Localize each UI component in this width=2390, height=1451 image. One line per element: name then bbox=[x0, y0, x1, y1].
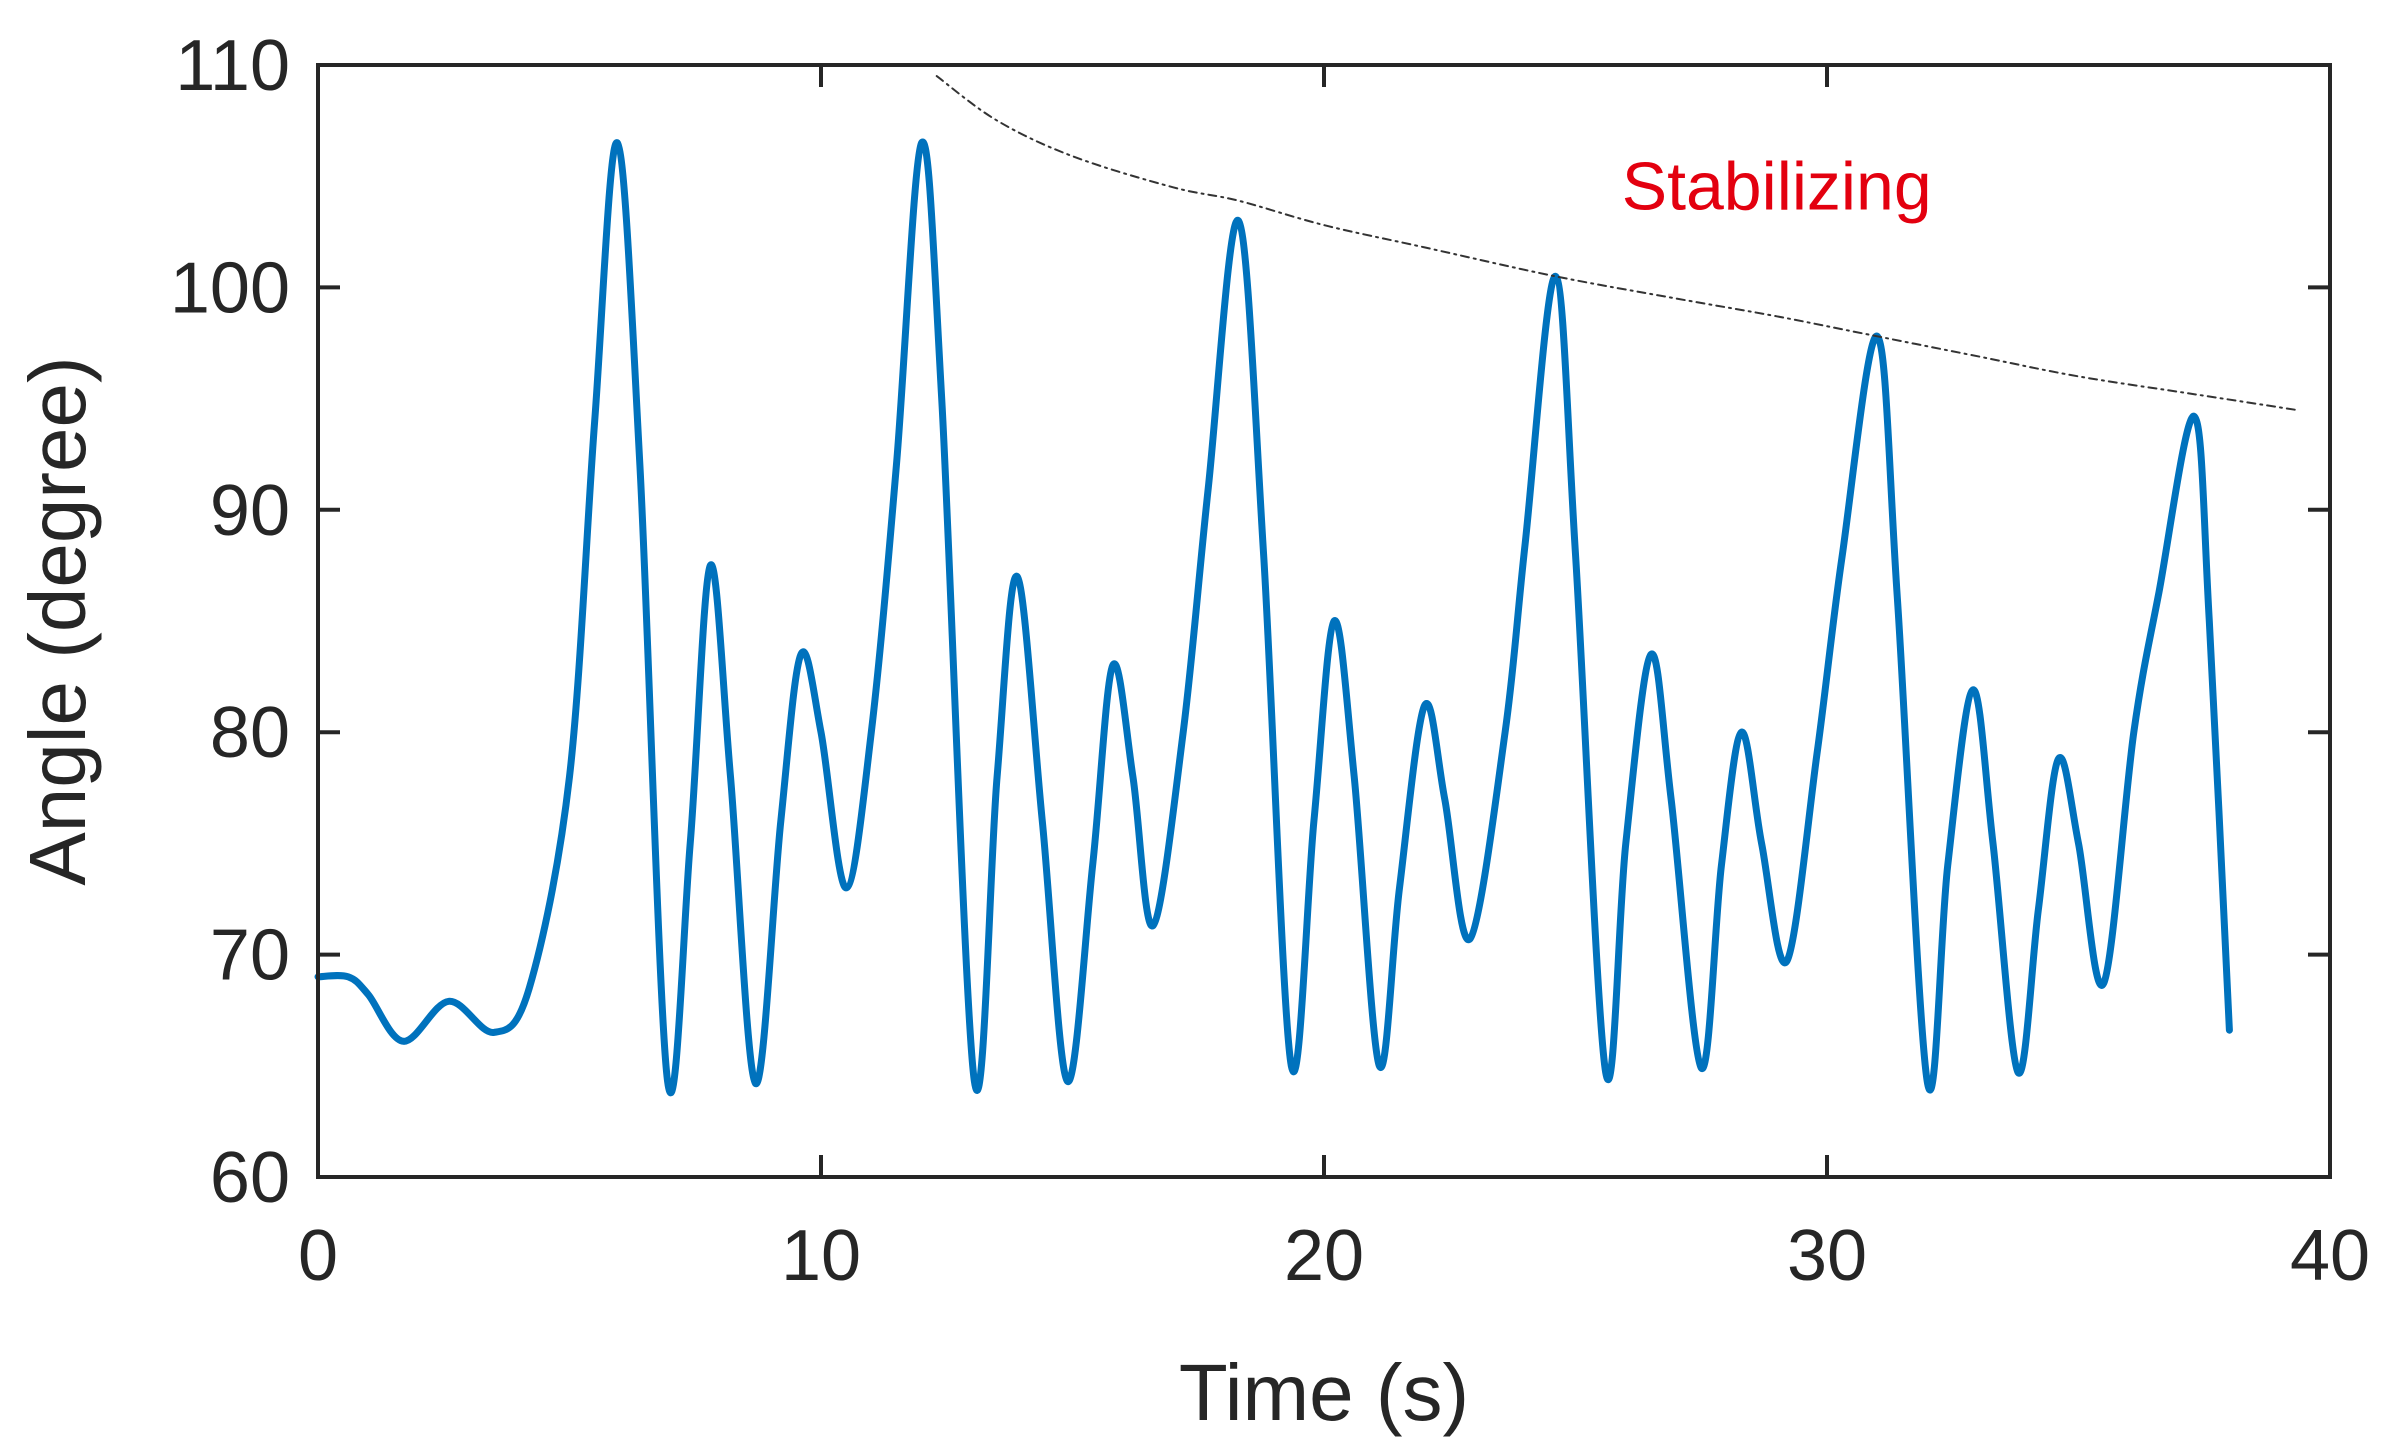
series-line-stabilizing-envelope bbox=[935, 75, 2296, 411]
x-tick-label: 10 bbox=[781, 1216, 861, 1296]
series-line-angle bbox=[314, 138, 2233, 1096]
x-axis-ticks: 0 10 20 30 40 bbox=[298, 65, 2370, 1296]
x-tick-label: 0 bbox=[298, 1216, 338, 1296]
x-axis-title: Time (s) bbox=[1179, 1348, 1469, 1437]
y-axis-ticks: 60 70 80 90 100 110 bbox=[170, 26, 2330, 1218]
plot-area bbox=[314, 75, 2296, 1096]
y-tick-label: 70 bbox=[210, 916, 290, 996]
x-tick-label: 40 bbox=[2290, 1216, 2370, 1296]
y-tick-label: 60 bbox=[210, 1138, 290, 1218]
annotation-stabilizing: Stabilizing bbox=[1622, 149, 1932, 225]
y-tick-label: 110 bbox=[175, 26, 290, 106]
y-axis-title: Angle (degree) bbox=[13, 356, 102, 885]
x-tick-label: 30 bbox=[1787, 1216, 1867, 1296]
y-tick-label: 90 bbox=[210, 471, 290, 551]
x-tick-label: 20 bbox=[1284, 1216, 1364, 1296]
y-tick-label: 100 bbox=[170, 248, 290, 328]
y-tick-label: 80 bbox=[210, 693, 290, 773]
